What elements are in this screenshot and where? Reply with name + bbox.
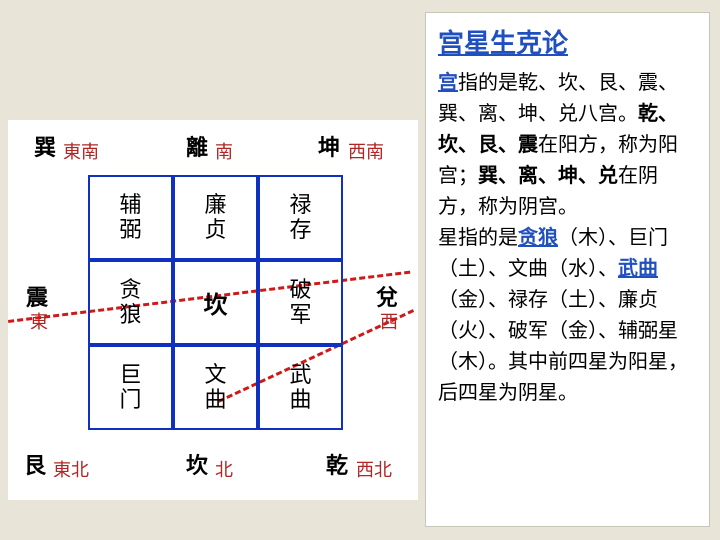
center-label: 坎 bbox=[204, 285, 228, 320]
trigram-kun: 坤 bbox=[318, 130, 340, 162]
panel-title: 宫星生克论 bbox=[438, 23, 697, 60]
cell-fubi: 辅弼 bbox=[88, 175, 173, 260]
hl-wuqu: 武曲 bbox=[618, 258, 658, 280]
cell-label: 破军 bbox=[288, 278, 312, 326]
dir-kan: 北 bbox=[215, 456, 233, 482]
cell-label: 廉贞 bbox=[203, 193, 227, 241]
cell-center: 坎 bbox=[173, 260, 258, 345]
cell-label: 武曲 bbox=[288, 363, 312, 411]
dir-li: 南 bbox=[215, 138, 233, 164]
dir-gen: 東北 bbox=[53, 456, 89, 482]
text: 星指的是 bbox=[438, 227, 518, 249]
cell-label: 文曲 bbox=[203, 363, 227, 411]
dir-qian: 西北 bbox=[356, 456, 392, 482]
bagua-diagram: 巽 東南 離 南 坤 西南 震 東 兌 西 艮 東北 坎 北 乾 西北 辅弼 廉… bbox=[8, 120, 418, 500]
dir-xun: 東南 bbox=[63, 138, 99, 164]
trigram-li: 離 bbox=[186, 130, 208, 162]
trigram-gen: 艮 bbox=[24, 448, 46, 480]
cell-lianzhen: 廉贞 bbox=[173, 175, 258, 260]
cell-wenqu: 文曲 bbox=[173, 345, 258, 430]
dir-kun: 西南 bbox=[348, 138, 384, 164]
hl-yin-palaces: 巽、离、坤、兑 bbox=[478, 165, 618, 187]
cell-tanlang: 贪狼 bbox=[88, 260, 173, 345]
cell-label: 巨门 bbox=[118, 363, 142, 411]
cell-label: 贪狼 bbox=[118, 278, 142, 326]
hl-gong: 宫 bbox=[438, 72, 458, 94]
hl-tanlang: 贪狼 bbox=[518, 227, 558, 249]
explanation-panel: 宫星生克论 宫指的是乾、坎、艮、震、巽、离、坤、兑八宫。乾、坎、艮、震在阳方，称… bbox=[425, 12, 710, 527]
text: （金）、禄存（土）、廉贞（火）、破军（金）、辅弼星（木）。其中前四星为阳星，后四… bbox=[438, 289, 688, 404]
trigram-kan: 坎 bbox=[186, 448, 208, 480]
cell-wuqu: 武曲 bbox=[258, 345, 343, 430]
cell-label: 辅弼 bbox=[118, 193, 142, 241]
cell-lucun: 禄存 bbox=[258, 175, 343, 260]
trigram-xun: 巽 bbox=[34, 130, 56, 162]
trigram-qian: 乾 bbox=[326, 448, 348, 480]
cell-jumen: 巨门 bbox=[88, 345, 173, 430]
nine-star-grid: 辅弼 廉贞 禄存 贪狼 坎 破军 巨门 文曲 武曲 bbox=[88, 175, 343, 430]
panel-body: 宫指的是乾、坎、艮、震、巽、离、坤、兑八宫。乾、坎、艮、震在阳方，称为阳宫；巽、… bbox=[438, 68, 697, 409]
dir-zhen: 東 bbox=[30, 308, 48, 334]
cell-pojun: 破军 bbox=[258, 260, 343, 345]
cell-label: 禄存 bbox=[288, 193, 312, 241]
